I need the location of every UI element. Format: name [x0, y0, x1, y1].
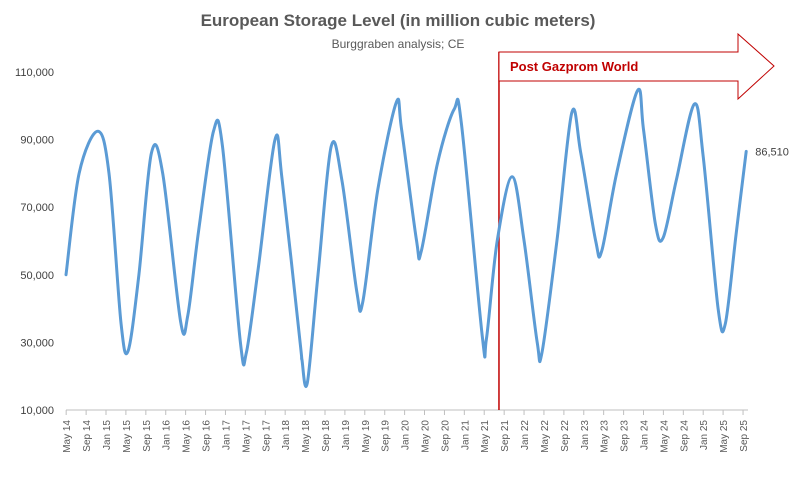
- x-tick-label: May 19: [361, 420, 372, 453]
- x-tick-label: Jan 16: [162, 420, 173, 450]
- x-tick-label: Sep 22: [560, 420, 571, 452]
- x-tick-label: May 15: [122, 420, 133, 453]
- y-tick-label: 50,000: [20, 270, 54, 282]
- y-tick-label: 110,000: [15, 67, 54, 79]
- y-tick-label: 90,000: [20, 135, 54, 147]
- x-tick-label: May 23: [600, 420, 611, 453]
- x-tick-label: May 16: [182, 420, 193, 453]
- x-tick-label: Jan 25: [699, 420, 710, 450]
- x-tick-label: May 22: [540, 420, 551, 453]
- annotation-arrow: [498, 32, 775, 101]
- y-tick-label: 10,000: [20, 405, 54, 417]
- x-tick-label: Jan 21: [460, 420, 471, 450]
- x-tick-label: May 20: [420, 420, 431, 453]
- x-tick-label: Sep 18: [321, 420, 332, 452]
- chart-subtitle: Burggraben analysis; CE: [332, 37, 465, 51]
- x-tick-label: May 25: [719, 420, 730, 453]
- y-tick-label: 30,000: [20, 337, 54, 349]
- x-tick-label: Sep 16: [202, 420, 213, 452]
- x-axis: May 14 Sep 14 Jan 15 May 15 Sep 15 Jan 16 May …: [62, 409, 750, 453]
- annotation-label: Post Gazprom World: [510, 59, 638, 74]
- x-tick-label: May 24: [659, 420, 670, 453]
- x-tick-label: Sep 24: [679, 420, 690, 452]
- x-tick-label: Jan 23: [580, 420, 591, 450]
- x-tick-label: May 21: [480, 420, 491, 453]
- series-group: [64, 87, 748, 388]
- y-tick-label: 70,000: [20, 202, 54, 214]
- x-tick-label: Sep 25: [739, 420, 750, 452]
- x-tick-label: Sep 21: [500, 420, 511, 452]
- x-tick-label: Jan 15: [102, 420, 113, 450]
- x-tick-label: Sep 23: [620, 420, 631, 452]
- x-tick-label: Jan 24: [639, 420, 650, 450]
- y-axis-ticks: 10,000 30,000 50,000 70,000 90,000 110,000: [15, 67, 54, 417]
- end-value-label: 86,510: [755, 146, 789, 158]
- x-tick-label: Sep 19: [381, 420, 392, 452]
- x-tick-label: Sep 15: [142, 420, 153, 452]
- x-tick-label: Jan 22: [520, 420, 531, 450]
- x-tick-label: Jan 18: [281, 420, 292, 450]
- x-tick-label: Sep 20: [440, 420, 451, 452]
- series-line-storage: [64, 87, 748, 388]
- x-tick-label: Sep 17: [261, 420, 272, 452]
- x-tick-label: Jan 20: [401, 420, 412, 450]
- x-tick-label: Jan 17: [221, 420, 232, 450]
- x-tick-label: Sep 14: [82, 420, 93, 452]
- x-tick-label: May 18: [301, 420, 312, 453]
- x-tick-label: May 14: [62, 420, 73, 453]
- x-tick-label: Jan 19: [341, 420, 352, 450]
- x-tick-label: May 17: [241, 420, 252, 453]
- chart-title: European Storage Level (in million cubic…: [201, 11, 596, 30]
